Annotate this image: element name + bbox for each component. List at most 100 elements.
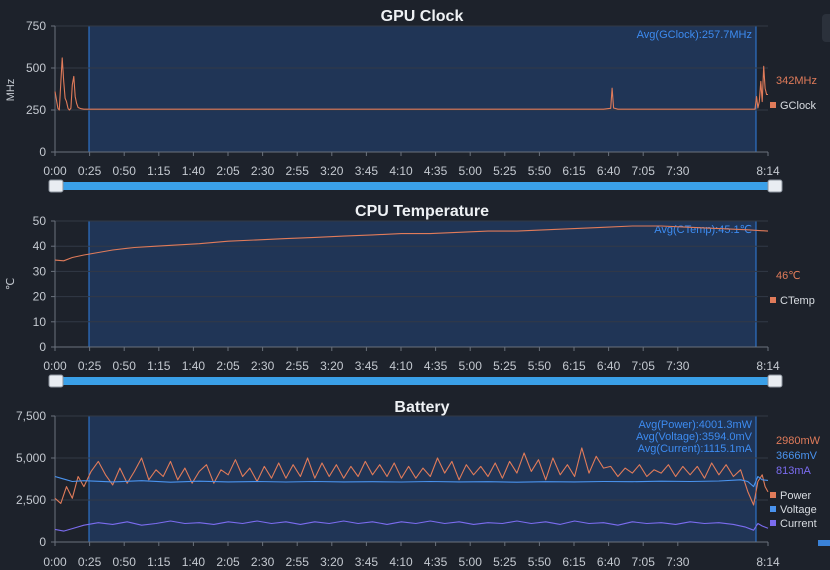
x-tick-label: 0:25 <box>78 164 102 178</box>
y-tick-label: 0 <box>39 145 46 159</box>
y-tick-label: 750 <box>26 19 46 33</box>
x-tick-label: 4:10 <box>389 164 413 178</box>
battery-title: Battery <box>394 399 449 416</box>
current-legend-swatch[interactable] <box>770 520 776 526</box>
x-tick-label: 2:55 <box>286 555 310 569</box>
x-tick-label: 1:15 <box>147 164 171 178</box>
cpu-temp-title: CPU Temperature <box>355 203 489 220</box>
cpu-temperature-chart: CPU Temperature ℃ Avg(CTemp):45.1℃ 46℃ C… <box>5 203 815 388</box>
x-tick-label: 6:15 <box>562 164 586 178</box>
x-tick-label: 4:35 <box>424 359 448 373</box>
x-tick-label: 2:30 <box>251 164 275 178</box>
gpu-clock-slider-right-handle[interactable] <box>767 179 783 193</box>
ctemp-legend-swatch[interactable] <box>770 297 776 303</box>
x-tick-label: 1:40 <box>182 164 206 178</box>
x-tick-label: 5:50 <box>528 359 552 373</box>
x-tick-label: 0:25 <box>78 359 102 373</box>
x-tick-label: 3:20 <box>320 164 344 178</box>
y-tick-label: 0 <box>39 535 46 549</box>
voltage-legend-label[interactable]: Voltage <box>780 504 817 516</box>
gpu-clock-avg-label: Avg(GClock):257.7MHz <box>637 29 752 41</box>
x-tick-label: 4:10 <box>389 359 413 373</box>
voltage-series-line <box>54 475 769 488</box>
x-tick-label: 2:55 <box>286 164 310 178</box>
x-tick-label: 8:14 <box>756 164 780 178</box>
x-tick-label: 5:00 <box>459 359 483 373</box>
cpu-temp-zoom-window[interactable] <box>88 220 757 348</box>
x-tick-label: 3:20 <box>320 555 344 569</box>
ctemp-current-value: 46℃ <box>776 270 801 282</box>
y-tick-label: 30 <box>33 264 47 278</box>
x-tick-label: 5:50 <box>528 555 552 569</box>
battery-avg-power-label: Avg(Power):4001.3mW <box>638 419 752 431</box>
x-tick-label: 7:05 <box>632 359 656 373</box>
y-tick-label: 7,500 <box>16 409 46 423</box>
x-tick-label: 5:25 <box>493 555 517 569</box>
x-tick-label: 6:40 <box>597 164 621 178</box>
x-tick-label: 1:15 <box>147 555 171 569</box>
cpu-temp-slider-right-handle[interactable] <box>767 374 783 388</box>
power-legend-label[interactable]: Power <box>780 490 812 502</box>
x-tick-label: 0:50 <box>113 164 137 178</box>
x-tick-label: 6:40 <box>597 555 621 569</box>
ctemp-series-line <box>54 225 769 262</box>
x-tick-label: 7:05 <box>632 164 656 178</box>
y-tick-label: 20 <box>33 290 47 304</box>
x-tick-label: 6:40 <box>597 359 621 373</box>
power-legend-swatch[interactable] <box>770 492 776 498</box>
gclock-series-line <box>54 57 768 111</box>
current-legend-label[interactable]: Current <box>780 518 817 530</box>
x-tick-label: 1:40 <box>182 555 206 569</box>
x-tick-label: 2:05 <box>216 164 240 178</box>
x-tick-label: 0:25 <box>78 555 102 569</box>
y-tick-label: 10 <box>33 315 47 329</box>
gpu-clock-y-axis-label: MHz <box>5 79 17 102</box>
gpu-clock-time-slider-track[interactable] <box>55 182 782 190</box>
gpu-clock-title: GPU Clock <box>381 8 464 25</box>
gclock-legend-swatch[interactable] <box>770 102 776 108</box>
x-tick-label: 8:14 <box>756 359 780 373</box>
x-tick-label: 0:50 <box>113 555 137 569</box>
y-tick-label: 500 <box>26 61 46 75</box>
ctemp-legend-label[interactable]: CTemp <box>780 295 815 307</box>
x-tick-label: 5:00 <box>459 164 483 178</box>
x-tick-label: 2:05 <box>216 555 240 569</box>
gclock-legend-label[interactable]: GClock <box>780 100 817 112</box>
battery-chart: Battery Avg(Power):4001.3mW Avg(Voltage)… <box>16 399 821 569</box>
x-tick-label: 0:00 <box>43 164 67 178</box>
x-tick-label: 4:10 <box>389 555 413 569</box>
x-tick-label: 6:15 <box>562 555 586 569</box>
x-tick-label: 4:35 <box>424 555 448 569</box>
x-tick-label: 5:50 <box>528 164 552 178</box>
battery-zoom-window[interactable] <box>88 415 757 543</box>
x-tick-label: 7:30 <box>666 359 690 373</box>
x-tick-label: 1:40 <box>182 359 206 373</box>
x-tick-label: 7:05 <box>632 555 656 569</box>
side-panel-tab-bottom[interactable] <box>818 540 830 546</box>
gpu-clock-zoom-window[interactable] <box>88 25 757 153</box>
current-series-line <box>54 520 769 532</box>
x-tick-label: 3:20 <box>320 359 344 373</box>
x-tick-label: 7:30 <box>666 164 690 178</box>
power-series-line <box>54 447 769 506</box>
x-tick-label: 5:25 <box>493 164 517 178</box>
cpu-temp-y-axis-label: ℃ <box>5 278 17 290</box>
gpu-clock-slider-left-handle[interactable] <box>48 179 64 193</box>
cpu-temp-time-slider-track[interactable] <box>55 377 782 385</box>
x-tick-label: 2:30 <box>251 555 275 569</box>
x-tick-label: 3:45 <box>355 359 379 373</box>
y-tick-label: 50 <box>33 214 47 228</box>
y-tick-label: 0 <box>39 340 46 354</box>
x-tick-label: 2:30 <box>251 359 275 373</box>
battery-avg-voltage-label: Avg(Voltage):3594.0mV <box>636 431 753 443</box>
x-tick-label: 3:45 <box>355 164 379 178</box>
x-tick-label: 0:00 <box>43 359 67 373</box>
x-tick-label: 2:05 <box>216 359 240 373</box>
voltage-legend-swatch[interactable] <box>770 506 776 512</box>
y-tick-label: 250 <box>26 103 46 117</box>
x-tick-label: 5:25 <box>493 359 517 373</box>
x-tick-label: 7:30 <box>666 555 690 569</box>
side-panel-tab-top[interactable] <box>822 14 830 42</box>
cpu-temp-slider-left-handle[interactable] <box>48 374 64 388</box>
